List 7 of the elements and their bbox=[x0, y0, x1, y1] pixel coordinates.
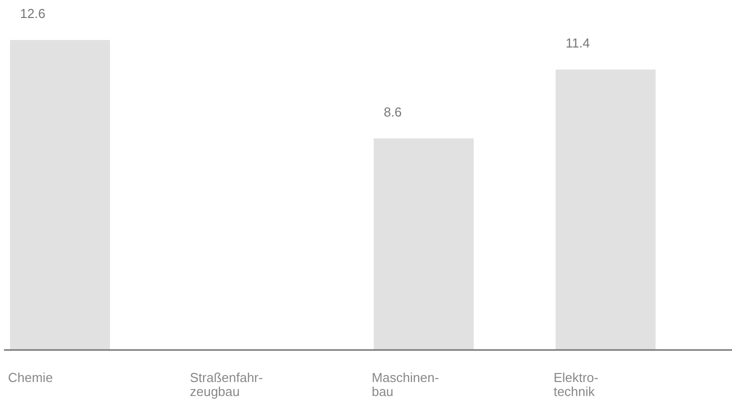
data-label: 8.6 bbox=[384, 104, 402, 120]
data-label: 12.6 bbox=[20, 6, 46, 21]
x-tick-label: Straßenfahr- zeugbau bbox=[190, 370, 263, 399]
x-tick-label: Chemie bbox=[8, 370, 53, 385]
data-label: 11.4 bbox=[566, 36, 590, 51]
x-tick-label: Elektro- technik bbox=[554, 370, 598, 399]
x-tick-label: Maschinen- bau bbox=[372, 370, 439, 399]
